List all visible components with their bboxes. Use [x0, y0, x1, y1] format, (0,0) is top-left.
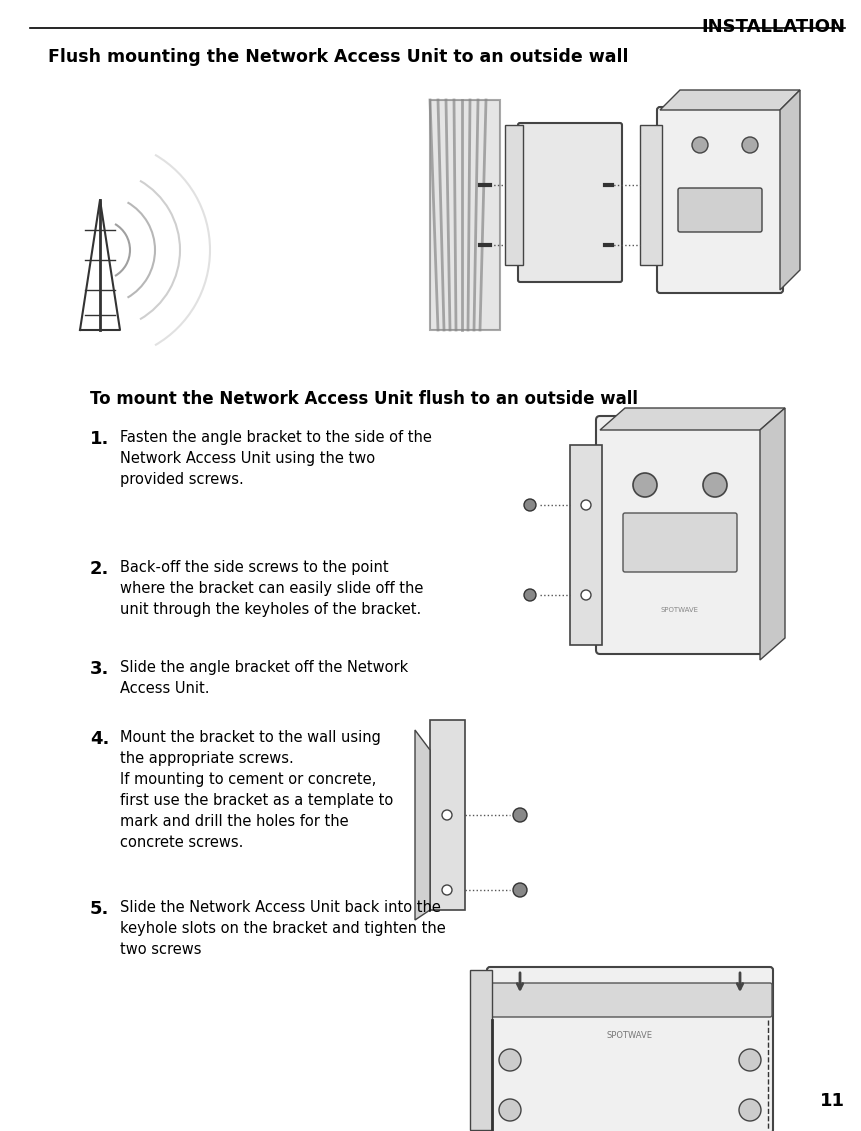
Circle shape — [738, 1099, 760, 1121]
Circle shape — [442, 810, 451, 820]
Circle shape — [703, 473, 726, 497]
Bar — [430, 720, 464, 910]
Bar — [505, 126, 523, 265]
Circle shape — [580, 590, 591, 601]
FancyBboxPatch shape — [487, 983, 771, 1017]
Text: 2.: 2. — [90, 560, 109, 578]
Circle shape — [523, 589, 536, 601]
Text: SPOTWAVE: SPOTWAVE — [660, 607, 698, 613]
Polygon shape — [759, 408, 784, 661]
Text: 4.: 4. — [90, 729, 109, 748]
FancyBboxPatch shape — [656, 107, 782, 293]
Text: To mount the Network Access Unit flush to an outside wall: To mount the Network Access Unit flush t… — [90, 390, 637, 408]
Text: Back-off the side screws to the point
where the bracket can easily slide off the: Back-off the side screws to the point wh… — [120, 560, 423, 618]
FancyBboxPatch shape — [486, 967, 772, 1131]
Circle shape — [580, 500, 591, 510]
Polygon shape — [599, 408, 784, 430]
Text: Slide the angle bracket off the Network
Access Unit.: Slide the angle bracket off the Network … — [120, 661, 408, 696]
Circle shape — [741, 137, 757, 153]
Circle shape — [523, 499, 536, 511]
Bar — [469, 970, 492, 1130]
Bar — [639, 126, 661, 265]
Text: Flush mounting the Network Access Unit to an outside wall: Flush mounting the Network Access Unit t… — [48, 48, 628, 66]
Circle shape — [691, 137, 707, 153]
Text: 5.: 5. — [90, 900, 109, 918]
Bar — [569, 444, 601, 645]
FancyBboxPatch shape — [517, 123, 622, 282]
Text: 3.: 3. — [90, 661, 109, 677]
Circle shape — [512, 808, 526, 822]
Circle shape — [442, 884, 451, 895]
FancyBboxPatch shape — [595, 416, 763, 654]
Text: 11: 11 — [819, 1093, 844, 1110]
FancyBboxPatch shape — [678, 188, 761, 232]
Text: 1.: 1. — [90, 430, 109, 448]
Bar — [430, 100, 499, 330]
Text: INSTALLATION: INSTALLATION — [700, 18, 844, 36]
Text: Fasten the angle bracket to the side of the
Network Access Unit using the two
pr: Fasten the angle bracket to the side of … — [120, 430, 431, 487]
Circle shape — [499, 1099, 520, 1121]
Text: Mount the bracket to the wall using
the appropriate screws.
If mounting to cemen: Mount the bracket to the wall using the … — [120, 729, 393, 851]
FancyBboxPatch shape — [623, 513, 736, 572]
Text: SPOTWAVE: SPOTWAVE — [606, 1030, 653, 1039]
Text: Slide the Network Access Unit back into the
keyhole slots on the bracket and tig: Slide the Network Access Unit back into … — [120, 900, 445, 957]
Polygon shape — [660, 90, 799, 110]
Polygon shape — [414, 729, 430, 920]
Circle shape — [512, 883, 526, 897]
Circle shape — [499, 1048, 520, 1071]
Circle shape — [632, 473, 656, 497]
Polygon shape — [779, 90, 799, 290]
Circle shape — [738, 1048, 760, 1071]
